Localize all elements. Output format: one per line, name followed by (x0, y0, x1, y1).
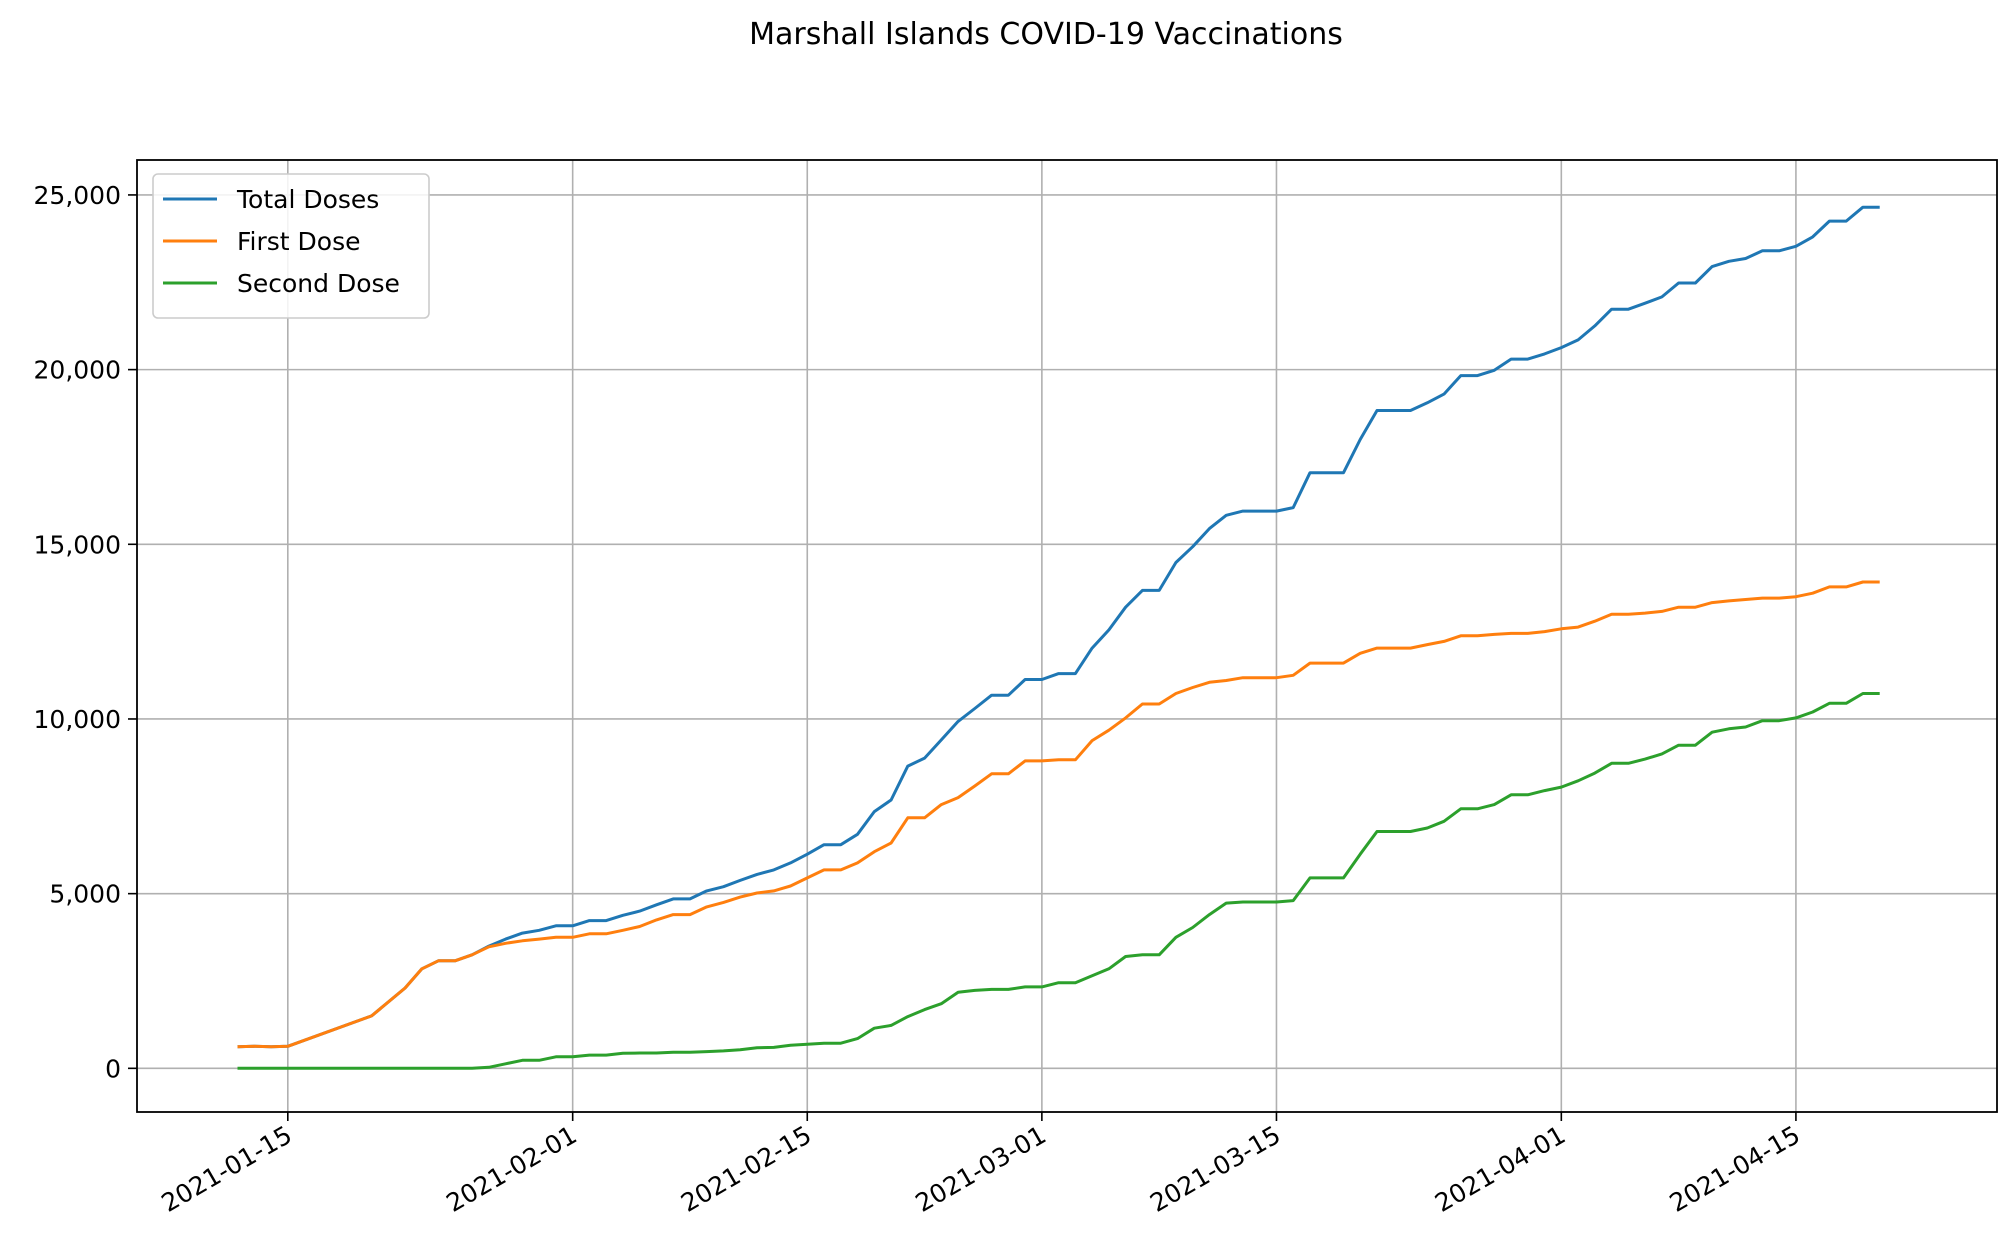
y-tick-label: 20,000 (34, 356, 121, 385)
legend-label: First Dose (237, 227, 361, 256)
x-tick-label: 2021-01-15 (156, 1120, 296, 1218)
series-lines (237, 205, 1880, 1070)
series-line-total-doses (237, 205, 1880, 1049)
y-tick-label: 0 (105, 1054, 121, 1083)
legend: Total Doses First Dose Second Dose (152, 173, 430, 319)
series-line-first-dose (237, 580, 1880, 1049)
x-tick-label: 2021-03-01 (911, 1120, 1051, 1218)
legend-label: Total Doses (236, 185, 379, 214)
series-line-second-dose (237, 692, 1880, 1070)
legend-box (152, 173, 430, 319)
y-tick-label: 10,000 (34, 705, 121, 734)
legend-label: Second Dose (237, 269, 400, 298)
y-tick-label: 15,000 (34, 530, 121, 559)
x-tick-label: 2021-02-01 (441, 1120, 581, 1218)
x-tick-label: 2021-02-15 (676, 1120, 816, 1218)
x-tick-label: 2021-04-15 (1665, 1120, 1805, 1218)
chart-title: Marshall Islands COVID-19 Vaccinations (749, 17, 1343, 52)
x-tick-label: 2021-04-01 (1430, 1120, 1570, 1218)
plot-frame (136, 159, 1998, 1113)
x-tick-label: 2021-03-15 (1145, 1120, 1285, 1218)
y-tick-label: 25,000 (34, 181, 121, 210)
grid-lines (137, 160, 1997, 1112)
y-tick-label: 5,000 (49, 880, 121, 909)
